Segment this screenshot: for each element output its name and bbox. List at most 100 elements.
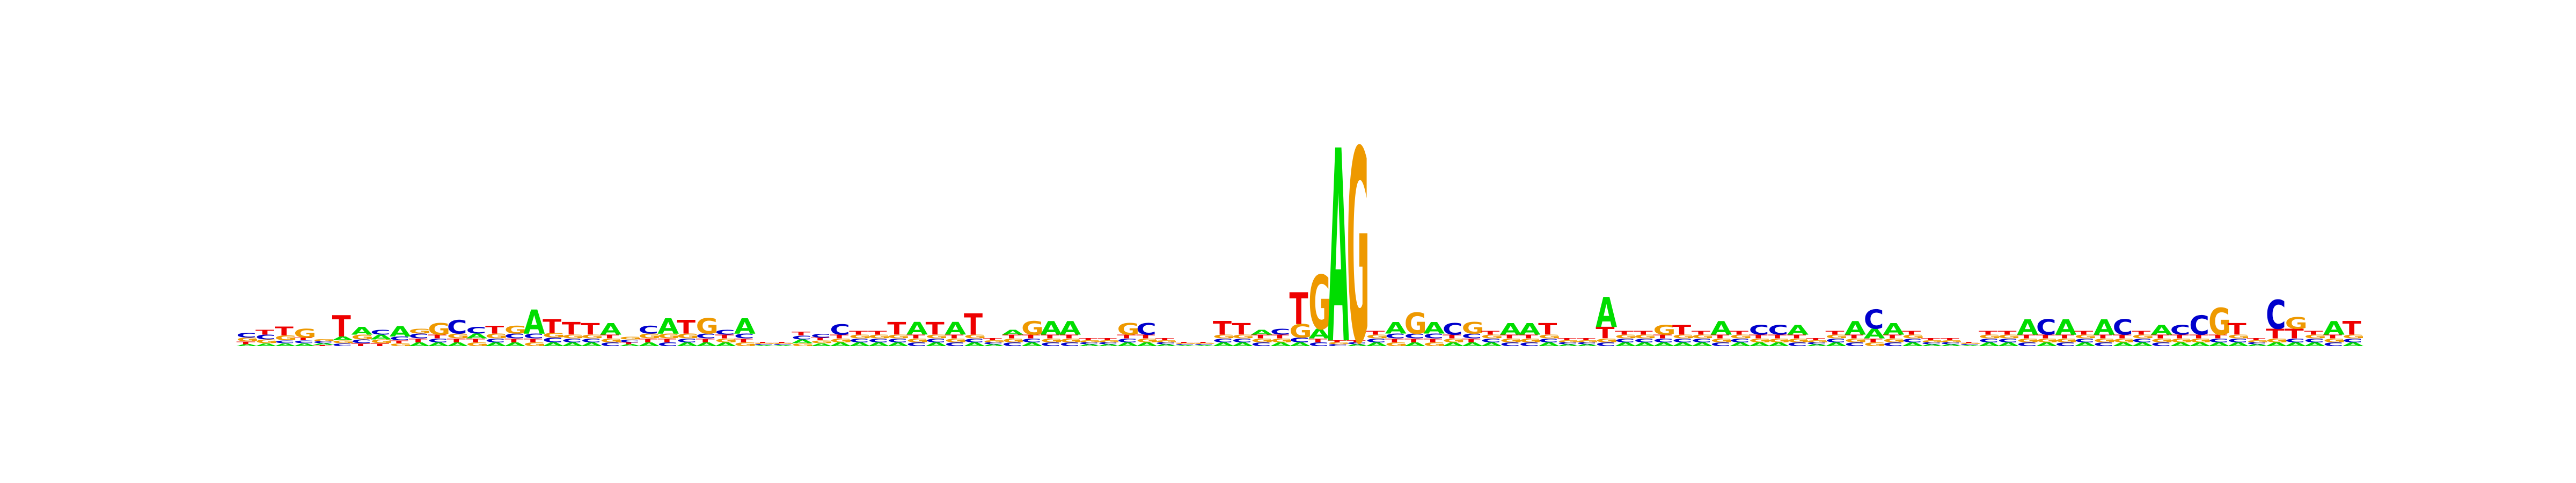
logo-letter-T: T [677, 317, 696, 338]
logo-letter-T: T [887, 319, 906, 339]
logo-letter-A: A [1787, 323, 1809, 338]
logo-letter-T: T [581, 320, 601, 339]
logo-letter-T: T [926, 319, 945, 339]
logo-letter-T: T [1615, 330, 1634, 335]
logo-letter-T: T [2246, 338, 2265, 341]
logo-letter-T: T [1940, 338, 1959, 341]
logo-letter-C: C [1864, 304, 1884, 335]
logo-letter-T: T [1481, 330, 1500, 335]
logo-letter-T: T [2343, 318, 2361, 339]
logo-letter-A: A [1500, 320, 1521, 339]
logo-letter-A: A [657, 314, 679, 339]
logo-letter-C: C [639, 324, 659, 336]
logo-letter-A: A [2094, 314, 2115, 339]
logo-letter-C: C [447, 317, 467, 338]
logo-letter-T: T [753, 341, 772, 343]
logo-letter-A: A [1519, 320, 1541, 339]
logo-letter-C: C [830, 321, 850, 338]
logo-letter-A: A [523, 303, 545, 342]
logo-letter-G: G [1347, 95, 1370, 403]
logo-letter-A: A [351, 325, 372, 338]
logo-letter-A: A [1883, 320, 1904, 339]
logo-letter-A: A [1845, 318, 1866, 339]
logo-letter-T: T [792, 331, 811, 336]
logo-letter-T: T [1155, 338, 1174, 341]
logo-letter-A: A [1002, 328, 1023, 336]
logo-letter-T: T [1174, 341, 1193, 343]
logo-letter-C: C [236, 331, 257, 339]
logo-letter-C: C [715, 328, 735, 336]
logo-letter-T: T [1979, 330, 1998, 335]
logo-letter-A: A [600, 320, 621, 339]
logo-letter-T: T [2132, 330, 2151, 335]
logo-letter-C: C [2036, 314, 2057, 339]
logo-letter-A: A [734, 314, 756, 339]
logo-letter-T: T [1998, 330, 2017, 335]
logo-letter-T: T [772, 341, 791, 343]
logo-letter-T: T [485, 324, 504, 336]
logo-letter-A: A [1710, 318, 1732, 339]
logo-letter-T: T [868, 330, 888, 335]
logo-letter-T: T [1577, 338, 1596, 341]
logo-letter-C: C [466, 325, 486, 336]
logo-letter-C: C [1136, 320, 1157, 339]
logo-letter-T: T [1098, 338, 1117, 341]
logo-letter-T: T [983, 338, 1002, 341]
logo-letter-C: C [1443, 320, 1463, 339]
logo-letter-A: A [2055, 314, 2077, 339]
logo-letter-T: T [1079, 338, 1097, 341]
logo-letter-C: C [2170, 323, 2191, 338]
logo-letter-T: T [1806, 338, 1825, 341]
logo-letter-A: A [1041, 318, 1062, 339]
logo-letter-T: T [332, 310, 351, 344]
logo-letter-T: T [1634, 330, 1653, 335]
logo-letter-T: T [1825, 330, 1845, 335]
logo-letter-T: T [562, 319, 581, 339]
logo-letter-A: A [2151, 323, 2172, 338]
logo-letter-T: T [1692, 330, 1711, 335]
logo-column-59: ACTG [1347, 95, 1370, 403]
logo-letter-T: T [2228, 320, 2247, 339]
logo-letter-T: T [1538, 320, 1557, 339]
logo-letter-C: C [1749, 323, 1769, 338]
logo-letter-C: C [370, 328, 391, 336]
logo-letter-T: T [1366, 330, 1385, 335]
logo-letter-T: T [255, 328, 275, 336]
logo-letter-C: C [2189, 310, 2209, 341]
logo-letter-A: A [1596, 290, 1617, 337]
logo-letter-T: T [1921, 338, 1940, 341]
logo-letter-A: A [2017, 314, 2038, 339]
logo-letter-C: C [811, 333, 831, 339]
logo-letter-T: T [964, 308, 983, 342]
logo-letter-T: T [1213, 318, 1232, 339]
logo-letter-T: T [2304, 330, 2323, 335]
logo-letter-A: A [1423, 319, 1445, 338]
logo-letter-T: T [1557, 338, 1576, 341]
logo-letter-A: A [1385, 319, 1407, 338]
logo-letter-A: A [390, 323, 411, 340]
logo-letter-A: A [1328, 95, 1349, 403]
logo-letter-A: A [1059, 318, 1081, 339]
logo-letter-A: A [2323, 318, 2345, 339]
logo-letter-T: T [275, 325, 294, 339]
logo-letter-T: T [1902, 330, 1921, 335]
logo-letter-T: T [1959, 341, 1978, 343]
logo-letter-C: C [2113, 314, 2133, 339]
logo-letter-T: T [1194, 341, 1212, 343]
logo-letter-A: A [906, 319, 928, 339]
logo-letter-G: G [294, 327, 316, 341]
logo-letter-T: T [1232, 320, 1251, 339]
logo-letter-T: T [849, 330, 868, 335]
logo-letter-T: T [1730, 330, 1749, 335]
logo-letter-C: C [1270, 327, 1291, 336]
logo-letter-T: T [2074, 330, 2094, 335]
logo-letter-A: A [1251, 328, 1272, 336]
logo-letter-C: C [1768, 323, 1788, 338]
logo-letter-T: T [1672, 323, 1692, 338]
logo-letter-T: T [543, 316, 561, 337]
logo-letter-T: T [1290, 284, 1309, 334]
logo-letter-C: C [2266, 292, 2286, 339]
logo-letter-A: A [945, 319, 966, 339]
